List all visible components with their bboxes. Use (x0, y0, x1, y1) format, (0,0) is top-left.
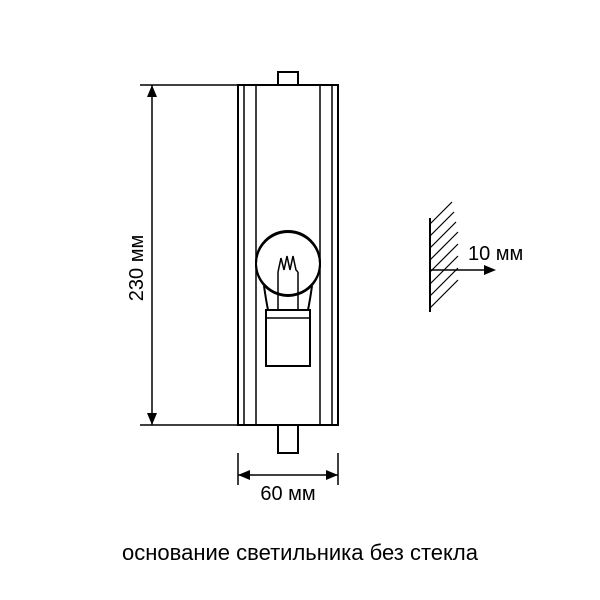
dimension-width: 60 мм (238, 453, 338, 505)
wall-hatch (430, 202, 458, 308)
bottom-cap (278, 425, 298, 453)
dimension-height: 230 мм (126, 85, 238, 425)
dimension-offset: 10 мм (430, 202, 523, 312)
offset-label: 10 мм (468, 243, 523, 265)
bulb (256, 231, 320, 366)
technical-diagram: 230 мм 60 мм 10 мм осн (0, 0, 600, 600)
caption-text: основание светильника без стекла (122, 540, 479, 565)
height-label: 230 мм (126, 235, 148, 301)
top-cap (278, 72, 298, 85)
width-label: 60 мм (260, 483, 315, 505)
